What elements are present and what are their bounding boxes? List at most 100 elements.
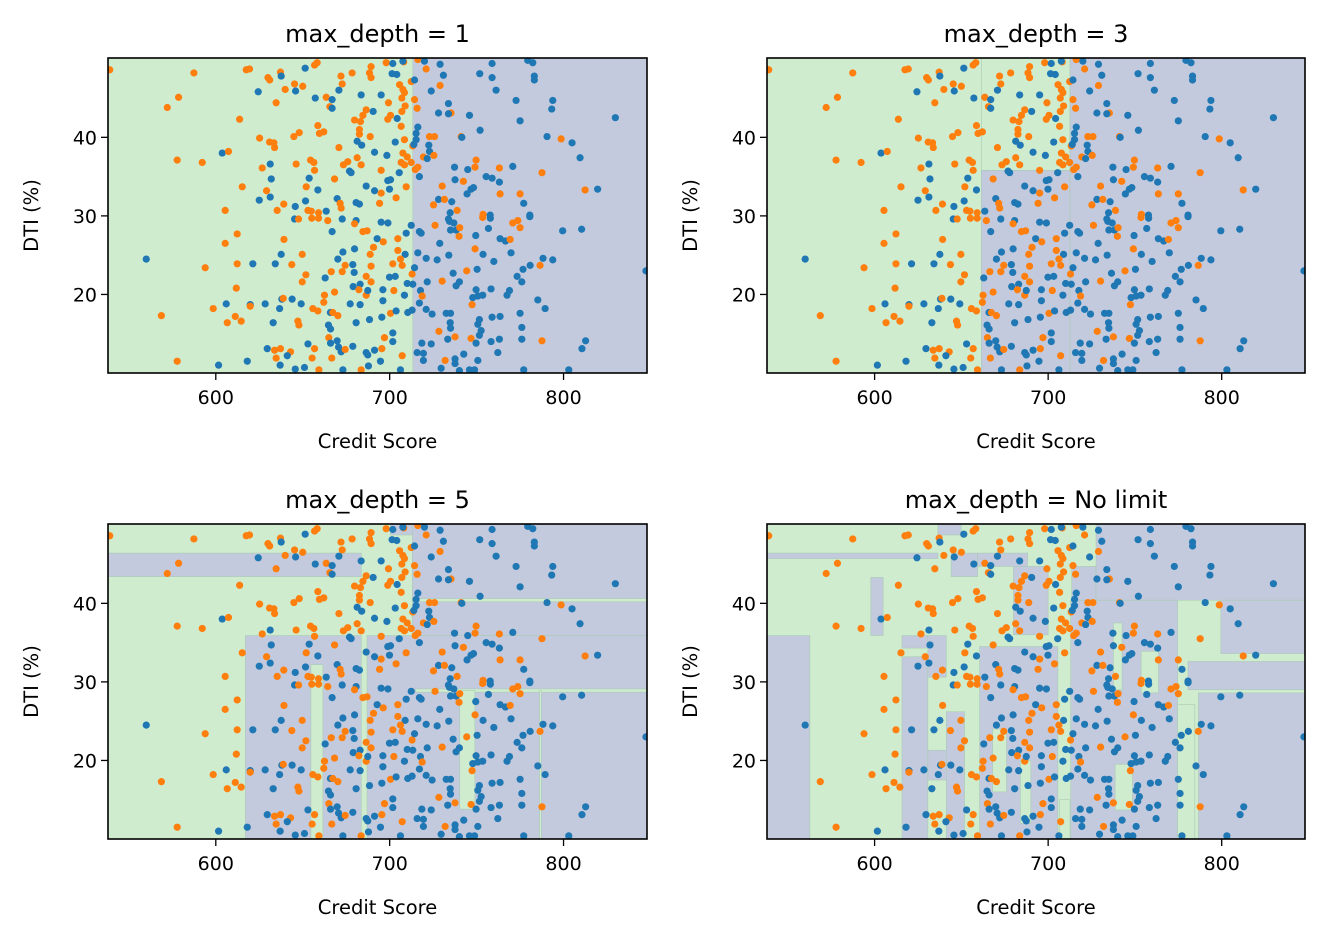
data-point-class-0: [947, 295, 955, 303]
data-point-class-1: [1089, 221, 1098, 229]
data-point-class-1: [495, 164, 503, 172]
data-point-class-0: [393, 536, 401, 545]
data-point-class-0: [1069, 730, 1077, 738]
data-point-class-0: [490, 257, 498, 266]
data-point-class-0: [445, 251, 453, 259]
data-point-class-1: [174, 93, 183, 101]
data-point-class-1: [1002, 158, 1010, 166]
data-point-class-0: [1047, 795, 1055, 803]
data-point-class-0: [349, 260, 357, 269]
data-point-class-0: [488, 74, 496, 82]
data-point-class-0: [1055, 366, 1063, 373]
data-point-class-0: [981, 207, 989, 215]
data-point-class-1: [276, 811, 285, 819]
data-point-class-0: [1037, 752, 1045, 760]
data-point-class-0: [475, 797, 483, 805]
data-point-class-1: [422, 531, 430, 539]
data-point-class-0: [488, 779, 496, 787]
data-point-class-0: [1103, 565, 1111, 574]
data-point-class-1: [422, 65, 430, 73]
data-point-class-0: [283, 818, 291, 826]
data-point-class-1: [953, 787, 962, 795]
data-point-class-0: [385, 739, 394, 747]
data-point-class-1: [914, 600, 922, 608]
data-point-class-1: [495, 630, 503, 638]
data-point-class-0: [956, 766, 964, 774]
data-point-class-0: [1130, 286, 1139, 294]
data-point-class-0: [985, 325, 993, 333]
data-point-class-0: [446, 309, 455, 317]
data-point-class-1: [1174, 224, 1182, 232]
data-point-class-1: [1215, 601, 1223, 609]
data-point-class-0: [518, 789, 526, 798]
data-point-class-0: [877, 615, 885, 623]
data-point-class-0: [1131, 731, 1140, 739]
data-point-class-0: [350, 734, 358, 743]
data-point-class-0: [1059, 250, 1068, 258]
data-point-class-0: [142, 721, 150, 729]
data-point-class-0: [1037, 297, 1045, 305]
data-point-class-1: [860, 730, 868, 738]
data-point-class-0: [1178, 366, 1186, 373]
data-point-class-0: [935, 361, 943, 369]
data-point-class-0: [266, 160, 274, 168]
data-point-class-1: [1042, 115, 1050, 123]
data-point-class-0: [414, 249, 422, 257]
data-point-class-0: [1062, 745, 1070, 754]
data-point-class-0: [950, 831, 958, 839]
data-point-class-0: [1187, 525, 1195, 533]
data-point-class-1: [400, 627, 409, 635]
decision-region-class-0: [901, 635, 929, 649]
data-point-class-0: [1035, 357, 1043, 365]
data-point-class-0: [370, 812, 379, 820]
data-point-class-1: [1066, 624, 1074, 633]
data-point-class-1: [1111, 206, 1120, 214]
data-point-class-0: [576, 620, 584, 628]
data-point-class-0: [383, 617, 391, 626]
data-point-class-0: [338, 215, 346, 223]
data-point-class-0: [446, 209, 454, 217]
data-point-class-0: [365, 781, 374, 790]
data-point-class-1: [441, 356, 449, 365]
data-point-class-1: [350, 582, 359, 590]
data-point-class-1: [320, 291, 329, 299]
data-point-class-0: [1103, 717, 1111, 725]
data-point-class-1: [1129, 711, 1137, 719]
data-point-class-1: [905, 768, 913, 776]
data-point-class-1: [1025, 278, 1034, 286]
plot-area: [108, 524, 647, 839]
data-point-class-0: [346, 766, 354, 774]
data-point-class-1: [1154, 190, 1162, 198]
data-point-class-1: [337, 72, 345, 80]
data-point-class-0: [1187, 59, 1195, 67]
data-point-class-1: [401, 102, 409, 110]
data-point-class-0: [449, 735, 457, 743]
data-point-class-1: [1025, 540, 1034, 548]
data-point-class-1: [1080, 65, 1089, 73]
data-point-class-1: [174, 559, 183, 567]
data-point-class-0: [255, 662, 263, 670]
data-point-class-0: [1015, 746, 1023, 754]
data-point-class-1: [932, 206, 940, 214]
data-point-class-1: [322, 559, 330, 567]
data-point-class-0: [518, 801, 526, 809]
data-point-class-0: [1057, 524, 1065, 531]
data-point-class-1: [1129, 629, 1137, 637]
data-point-class-1: [1000, 811, 1008, 820]
data-point-class-1: [1009, 582, 1017, 590]
data-point-class-1: [496, 190, 504, 198]
data-point-class-0: [425, 141, 433, 149]
data-point-class-1: [1059, 554, 1067, 563]
data-point-class-1: [1059, 627, 1067, 635]
data-point-class-1: [1088, 201, 1096, 209]
data-point-class-0: [559, 227, 567, 235]
data-point-class-0: [395, 635, 403, 643]
data-point-class-0: [526, 213, 534, 221]
plot-area: [108, 58, 647, 373]
data-point-class-0: [1006, 169, 1014, 177]
data-point-class-1: [418, 758, 426, 766]
data-point-class-1: [313, 59, 321, 67]
data-point-class-1: [258, 630, 266, 638]
data-point-class-1: [238, 649, 246, 657]
data-point-class-0: [263, 345, 271, 353]
